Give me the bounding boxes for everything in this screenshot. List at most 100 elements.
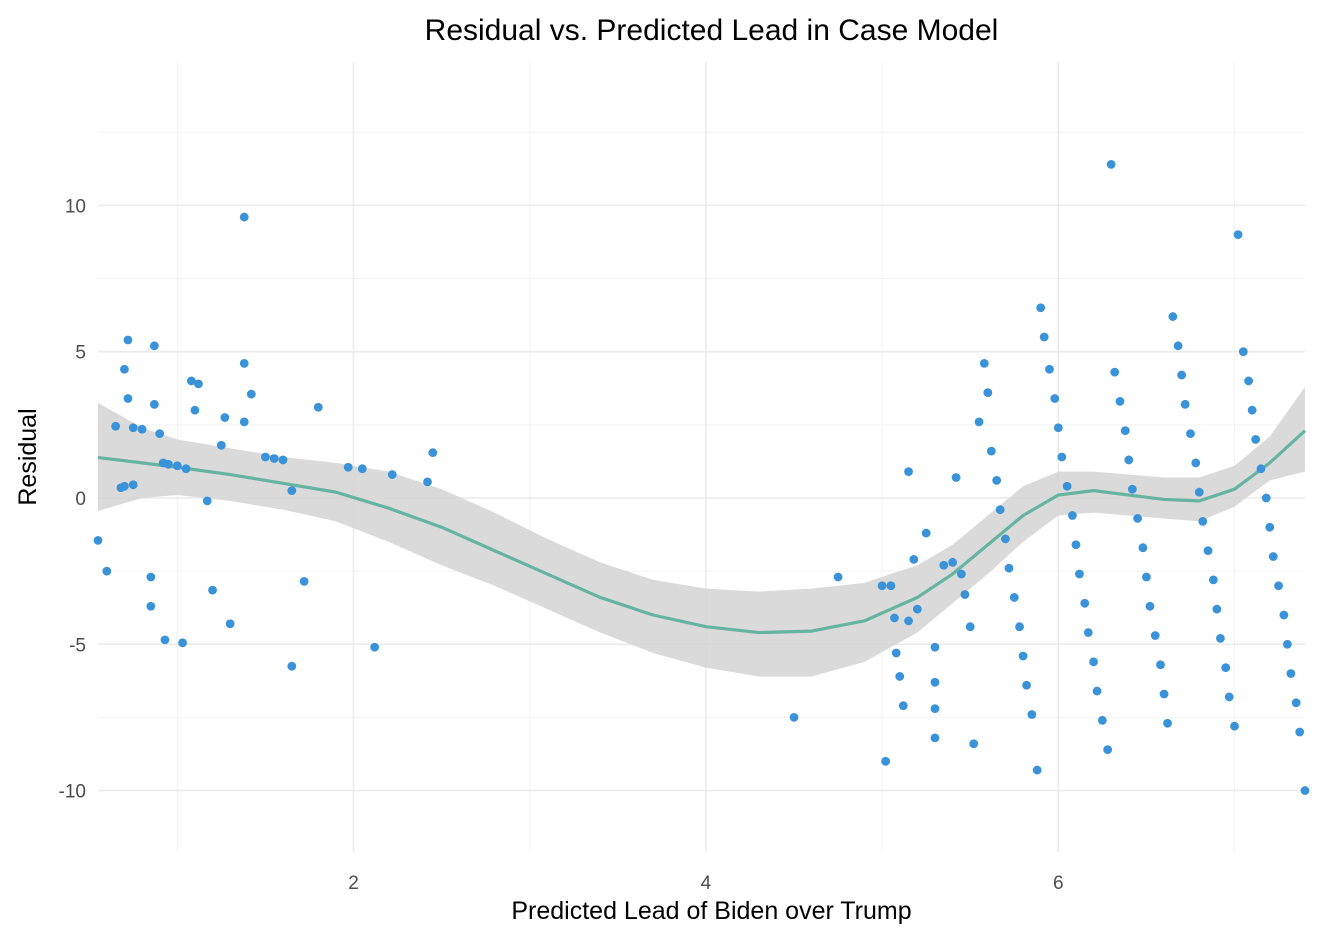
data-point — [904, 616, 913, 626]
data-point — [155, 429, 165, 438]
data-point — [357, 464, 367, 474]
x-tick-label: 4 — [701, 873, 712, 894]
data-point — [898, 701, 908, 711]
data-point — [1127, 484, 1137, 494]
data-point — [912, 604, 922, 614]
data-point — [1015, 622, 1024, 632]
data-point — [1251, 435, 1261, 444]
data-point — [1238, 347, 1248, 357]
data-point — [1208, 575, 1218, 585]
data-point — [190, 405, 200, 415]
y-tick-label: 10 — [65, 196, 86, 217]
data-point — [1221, 663, 1231, 673]
data-point — [909, 555, 919, 564]
data-point — [1110, 367, 1120, 377]
data-point — [1177, 370, 1187, 380]
data-point — [1089, 657, 1098, 667]
data-point — [1198, 516, 1208, 526]
data-point — [1124, 455, 1134, 465]
data-point — [164, 459, 173, 469]
data-point — [1075, 569, 1084, 579]
data-point — [111, 421, 121, 431]
data-point — [149, 399, 159, 409]
data-point — [278, 455, 288, 465]
data-point — [1194, 487, 1204, 497]
data-point — [1142, 572, 1151, 582]
data-point — [1274, 581, 1283, 591]
data-point — [208, 585, 217, 595]
data-point — [123, 335, 133, 345]
data-point — [1057, 452, 1067, 462]
y-tick-label: -5 — [69, 635, 86, 656]
data-point — [1224, 692, 1234, 702]
data-point — [1282, 639, 1292, 649]
data-point — [1233, 230, 1243, 240]
data-point — [1173, 341, 1183, 351]
data-point — [890, 613, 899, 623]
data-point — [930, 642, 940, 652]
data-point — [313, 402, 323, 412]
data-point — [186, 376, 196, 386]
data-point — [220, 413, 230, 422]
data-point — [1247, 405, 1257, 415]
data-point — [1180, 399, 1190, 409]
data-point — [370, 642, 380, 652]
data-point — [1009, 593, 1019, 602]
data-point — [1022, 680, 1031, 690]
data-point — [1050, 394, 1060, 403]
data-point — [1191, 458, 1201, 468]
data-point — [239, 417, 249, 427]
y-tick-label: -10 — [59, 782, 86, 803]
points-layer — [93, 160, 1310, 795]
data-point — [1068, 511, 1077, 520]
data-point — [995, 505, 1005, 515]
y-axis-label: Residual — [14, 408, 42, 505]
data-point — [960, 590, 970, 599]
data-point — [149, 341, 159, 351]
data-point — [387, 470, 397, 479]
data-point — [202, 496, 212, 506]
data-point — [930, 677, 940, 687]
data-point — [1092, 686, 1102, 696]
data-point — [881, 756, 891, 766]
data-point — [1261, 493, 1271, 503]
data-point — [123, 394, 133, 403]
data-point — [939, 560, 949, 570]
data-point — [137, 424, 147, 434]
data-point — [423, 477, 432, 487]
data-point — [986, 446, 996, 456]
data-point — [1291, 698, 1301, 708]
data-point — [1295, 727, 1305, 737]
data-point — [128, 480, 138, 490]
data-point — [1265, 522, 1275, 532]
data-point — [1018, 651, 1028, 661]
data-point — [128, 423, 138, 433]
data-point — [891, 648, 901, 658]
y-tick-label: 0 — [75, 489, 86, 510]
data-point — [239, 358, 249, 368]
data-point — [120, 364, 129, 374]
data-point — [120, 481, 129, 491]
data-point — [1216, 634, 1225, 643]
data-point — [93, 535, 103, 545]
data-point — [1032, 765, 1042, 775]
data-point — [895, 672, 905, 681]
data-point — [948, 557, 957, 567]
data-point — [1159, 689, 1169, 699]
data-point — [951, 473, 961, 482]
confidence-ribbon — [98, 386, 1305, 677]
data-point — [886, 581, 896, 591]
data-point — [833, 572, 843, 582]
data-point — [194, 379, 203, 389]
data-point — [1150, 631, 1160, 640]
data-point — [983, 388, 993, 398]
data-point — [1133, 514, 1143, 523]
data-point — [225, 619, 235, 629]
data-point — [287, 486, 297, 496]
data-point — [1027, 710, 1037, 719]
data-point — [1071, 540, 1081, 550]
data-point — [1203, 546, 1213, 556]
data-point — [216, 440, 226, 450]
data-point — [930, 704, 940, 714]
